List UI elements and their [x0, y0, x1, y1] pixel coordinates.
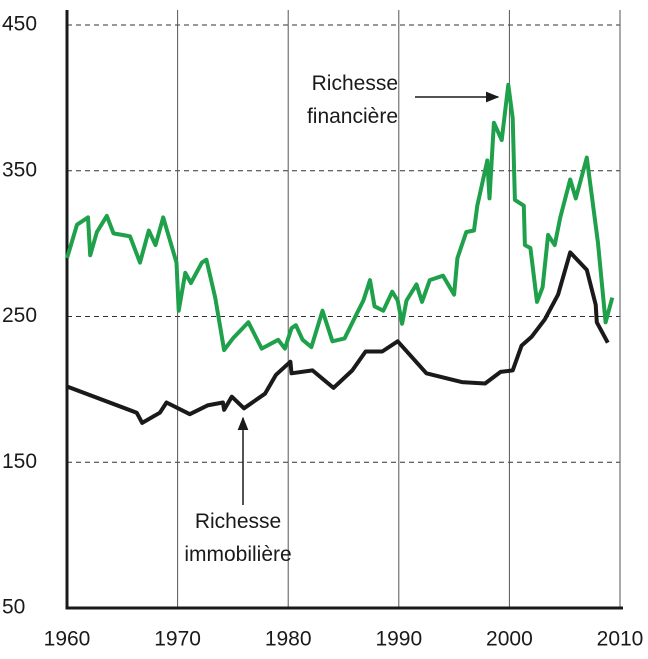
x-tick-label: 1990 [375, 628, 422, 651]
x-tick-label: 2000 [486, 628, 533, 651]
series-line [66, 250, 610, 425]
x-tick-label: 1970 [154, 628, 201, 651]
x-tick-label: 1980 [265, 628, 312, 651]
y-tick-label: 450 [2, 13, 37, 36]
annotation: Richesse financière [306, 72, 398, 128]
x-tick-label: 1960 [44, 628, 91, 651]
y-tick-label: 350 [2, 158, 37, 181]
y-tick-label: 150 [2, 450, 37, 473]
series-line [65, 82, 615, 352]
y-tick-label: 250 [2, 304, 37, 327]
y-tick-label: 50 [2, 596, 25, 619]
x-tick-label: 2010 [597, 628, 644, 651]
annotation: Richesse immobilière [184, 510, 292, 566]
